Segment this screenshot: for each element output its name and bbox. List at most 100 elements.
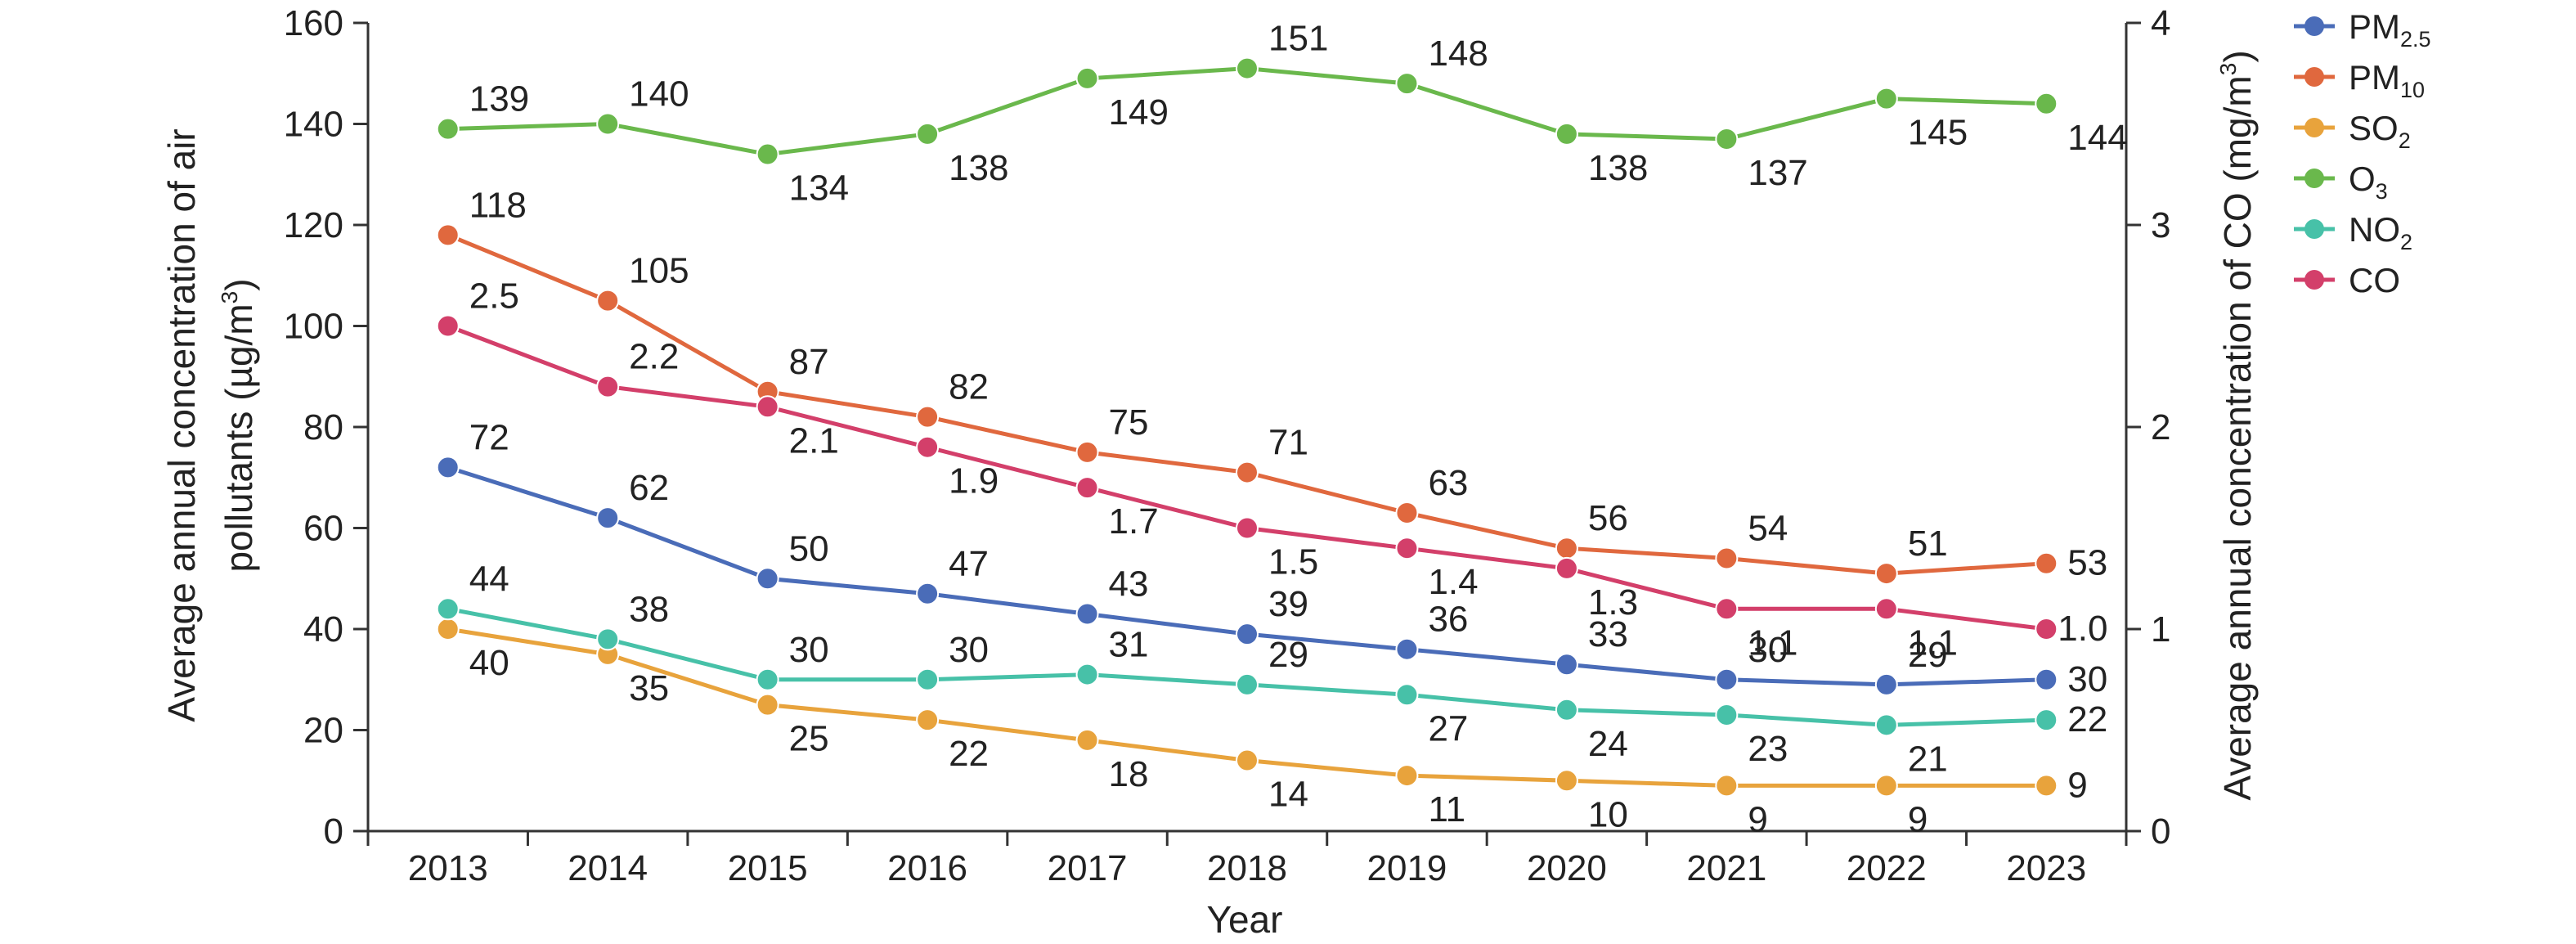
x-axis-title: Year	[1207, 898, 1283, 941]
data-label: 9	[1908, 799, 1928, 839]
data-label: 1.0	[2058, 609, 2107, 649]
x-tick-label: 2014	[568, 848, 648, 888]
data-point	[596, 627, 620, 651]
data-point	[436, 456, 460, 479]
data-point	[1715, 703, 1739, 726]
data-point	[1715, 128, 1739, 151]
data-point	[1236, 461, 1259, 484]
x-tick-label: 2015	[728, 848, 808, 888]
y-axis-title-right-suffix: )	[2216, 50, 2259, 62]
data-point	[436, 618, 460, 641]
x-tick-label: 2016	[887, 848, 967, 888]
data-label: 148	[1428, 34, 1488, 74]
data-label: 140	[629, 74, 689, 115]
data-label: 30	[2067, 659, 2107, 699]
data-label: 36	[1428, 600, 1468, 640]
data-label: 2.2	[629, 337, 679, 377]
data-point	[1075, 66, 1099, 90]
data-label: 71	[1268, 423, 1308, 463]
data-label: 22	[2067, 699, 2107, 739]
data-label: 62	[629, 468, 669, 508]
legend-swatch-marker	[2304, 118, 2324, 137]
data-label: 118	[469, 185, 527, 225]
data-labels: 72 62 50 47 43 39 36 33 30 29 30 118 105 87 82 75 71 63 56…	[469, 19, 2128, 840]
data-label: 43	[1109, 564, 1149, 604]
data-point	[1874, 562, 1898, 586]
legend-label: O3	[2349, 160, 2388, 204]
data-point	[1236, 672, 1259, 696]
data-label: 30	[789, 630, 829, 670]
series-line	[447, 465, 2047, 687]
data-point	[436, 314, 460, 338]
data-label: 53	[2067, 543, 2107, 583]
data-point	[916, 405, 940, 429]
y-axis-title-left-prefix: pollutants (µg/m	[218, 303, 260, 572]
y-axis-title-left-suffix: )	[218, 278, 260, 290]
y-tick-label-right: 3	[2151, 205, 2170, 245]
y-axis-title-left-line2: pollutants (µg/m3)	[217, 278, 260, 572]
data-label: 82	[949, 367, 989, 407]
data-point	[1075, 476, 1099, 500]
legend-label: PM10	[2349, 58, 2425, 102]
data-label: 30	[1748, 630, 1788, 670]
data-label: 35	[629, 668, 669, 708]
data-label: 144	[2067, 118, 2127, 158]
data-label: 1.1	[1908, 623, 1958, 663]
data-point	[1395, 501, 1419, 524]
data-point	[1075, 728, 1099, 752]
x-tick-label: 2019	[1367, 848, 1447, 888]
data-label: 29	[1908, 635, 1948, 675]
data-point	[1395, 637, 1419, 661]
data-label: 24	[1588, 724, 1628, 764]
data-point	[1395, 764, 1419, 788]
y-tick-label-left: 80	[303, 407, 343, 447]
data-point	[1715, 774, 1739, 798]
data-label: 1.4	[1428, 562, 1478, 602]
legend: PM2.5 PM10 SO2 O3 NO2 CO	[2294, 7, 2431, 299]
y-axis-title-left-sup: 3	[217, 291, 242, 304]
y-axis-title-right-sup: 3	[2215, 63, 2241, 76]
data-point	[2035, 708, 2058, 732]
data-label: 23	[1748, 729, 1788, 769]
data-label: 1.3	[1588, 582, 1638, 623]
data-label: 75	[1109, 402, 1149, 443]
data-point	[1395, 72, 1419, 96]
data-label: 38	[629, 589, 669, 629]
data-point	[916, 435, 940, 459]
data-point	[436, 117, 460, 141]
data-point	[1874, 597, 1898, 621]
legend-swatch-marker	[2304, 270, 2324, 290]
y-tick-label-left: 40	[303, 609, 343, 650]
x-tick-label: 2022	[1847, 848, 1927, 888]
data-label: 21	[1908, 739, 1948, 779]
x-tick-label: 2021	[1686, 848, 1766, 888]
x-ticks: 2013 2014 2015 2016 2017 2018 2019 2020 2021 2022…	[366, 831, 2128, 888]
legend-swatch-marker	[2304, 219, 2324, 239]
data-point	[436, 223, 460, 247]
data-point	[756, 693, 779, 717]
data-label: 1.5	[1268, 542, 1318, 582]
legend-label: SO2	[2349, 109, 2411, 153]
data-label: 56	[1588, 498, 1628, 538]
legend-label: CO	[2349, 261, 2400, 299]
data-label: 151	[1268, 19, 1328, 59]
data-label: 1.9	[949, 461, 999, 501]
data-label: 138	[949, 148, 1008, 188]
data-point	[1715, 597, 1739, 621]
y-ticks-right: 0 1 2 3 4	[2126, 3, 2170, 852]
legend-swatch-marker	[2304, 169, 2324, 188]
data-point	[916, 708, 940, 732]
y-tick-label-left: 60	[303, 509, 343, 549]
y-tick-label-left: 20	[303, 711, 343, 751]
series-points	[436, 56, 2058, 798]
legend-label: PM2.5	[2349, 7, 2431, 52]
data-label: 72	[469, 417, 509, 457]
y-tick-label-left: 140	[284, 105, 343, 145]
y-axis-title-left-line1: Average annual concentration of air	[160, 128, 203, 721]
x-tick-label: 2017	[1048, 848, 1128, 888]
y-tick-label-left: 120	[284, 205, 343, 245]
y-tick-label-left: 160	[284, 3, 343, 43]
data-point	[1555, 122, 1578, 146]
data-point	[756, 567, 779, 591]
axes	[366, 23, 2128, 833]
